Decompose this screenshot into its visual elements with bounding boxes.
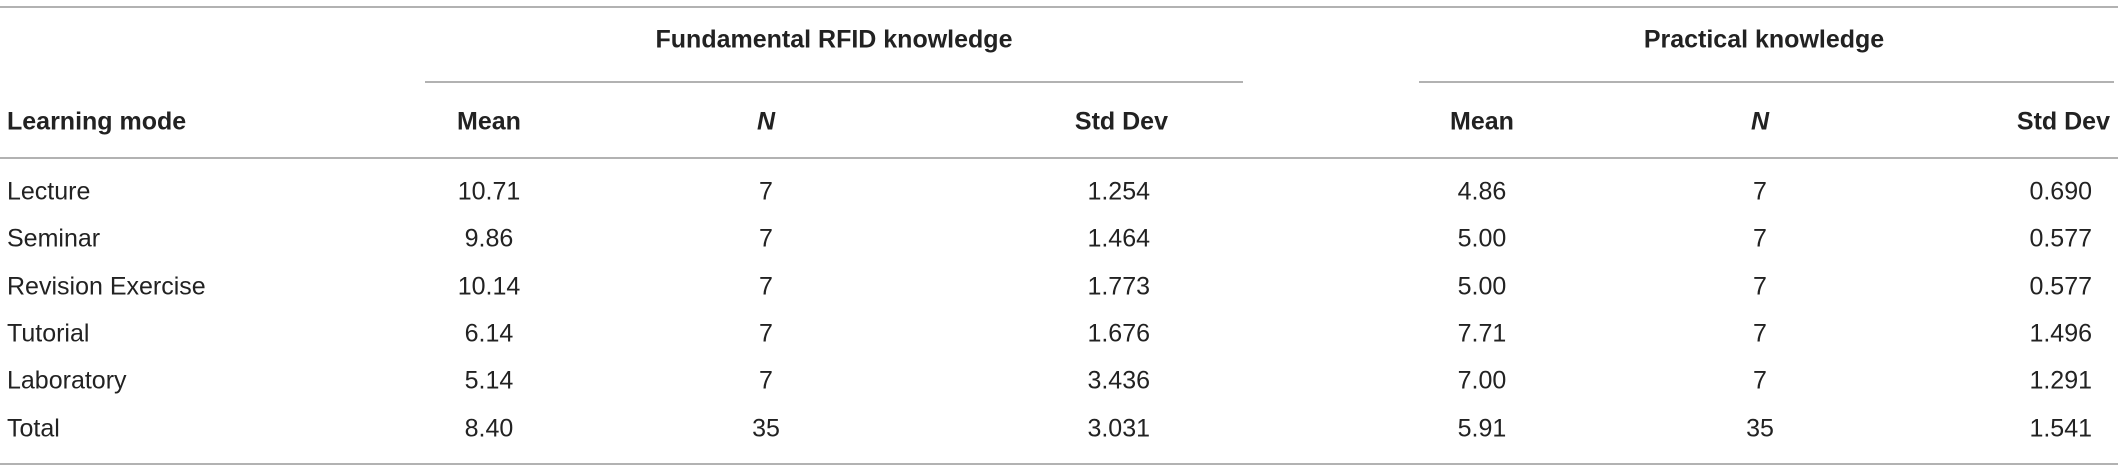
cell: 7 (1753, 225, 1767, 253)
cell: 7 (759, 178, 773, 206)
cell: 1.773 (1087, 273, 1150, 301)
column-header: N (757, 108, 776, 136)
cell: 8.40 (465, 415, 514, 443)
cell: 1.464 (1087, 225, 1150, 253)
cell: 1.676 (1087, 320, 1150, 348)
cell: 3.436 (1087, 367, 1150, 395)
cell: 1.291 (2029, 367, 2092, 395)
cell: 5.00 (1458, 225, 1507, 253)
cell: 0.690 (2029, 178, 2092, 206)
column-header: Learning mode (7, 108, 186, 136)
cell: 7 (1753, 367, 1767, 395)
cell: 1.254 (1087, 178, 1150, 206)
column-header: Std Dev (1075, 108, 1168, 136)
row-label: Revision Exercise (7, 273, 206, 301)
row-label: Lecture (7, 178, 90, 206)
cell: 5.14 (465, 367, 514, 395)
cell: 7 (759, 273, 773, 301)
cell: 4.86 (1458, 178, 1507, 206)
cell: 0.577 (2029, 225, 2092, 253)
cell: 1.541 (2029, 415, 2092, 443)
cell: 9.86 (465, 225, 514, 253)
cell: 1.496 (2029, 320, 2092, 348)
cell: 5.91 (1458, 415, 1507, 443)
cell: 35 (752, 415, 780, 443)
cell: 6.14 (465, 320, 514, 348)
cell: 7 (759, 320, 773, 348)
column-header: Mean (457, 108, 521, 136)
cell: 7 (759, 225, 773, 253)
cell: 0.577 (2029, 273, 2092, 301)
cell: 7.71 (1458, 320, 1507, 348)
row-label: Tutorial (7, 320, 89, 348)
cell: 7 (1753, 178, 1767, 206)
cell: 3.031 (1087, 415, 1150, 443)
column-header: Std Dev (2017, 108, 2110, 136)
cell: 7 (1753, 320, 1767, 348)
cell: 7 (1753, 273, 1767, 301)
cell: 7 (759, 367, 773, 395)
group-header: Practical knowledge (1644, 26, 1884, 54)
cell: 35 (1746, 415, 1774, 443)
group-header: Fundamental RFID knowledge (656, 26, 1013, 54)
cell: 7.00 (1458, 367, 1507, 395)
row-label: Total (7, 415, 60, 443)
cell: 10.14 (458, 273, 521, 301)
cell: 10.71 (458, 178, 521, 206)
cell: 5.00 (1458, 273, 1507, 301)
column-header: N (1751, 108, 1770, 136)
row-label: Seminar (7, 225, 100, 253)
row-label: Laboratory (7, 367, 127, 395)
column-header: Mean (1450, 108, 1514, 136)
